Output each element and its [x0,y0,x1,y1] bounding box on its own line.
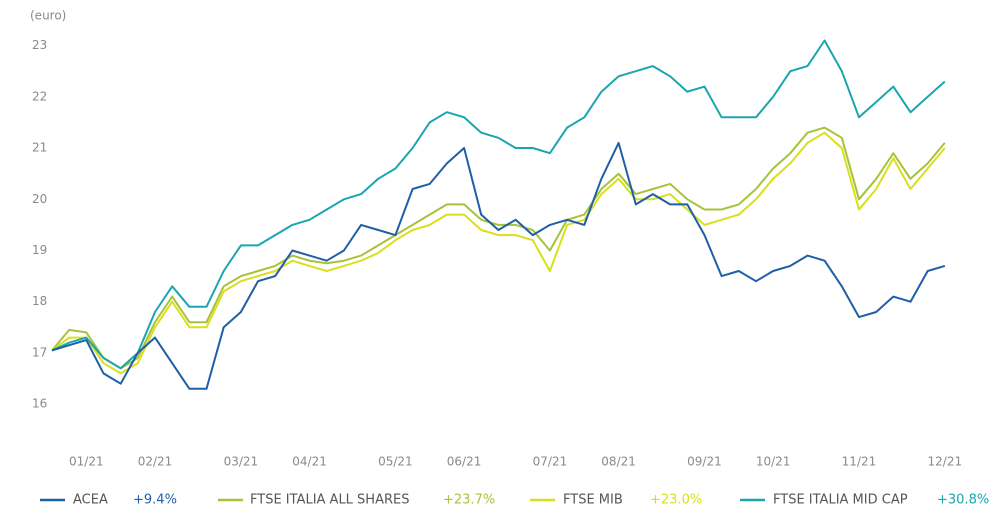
x-tick-label: 11/21 [842,455,877,469]
series-line [51,126,946,370]
x-tick-label: 03/21 [224,455,259,469]
y-tick-label: 23 [32,38,47,52]
legend-change: +23.0% [650,493,702,508]
y-tick-label: 20 [32,192,47,206]
legend-label: ACEA [73,493,108,508]
y-tick-label: 18 [32,294,47,308]
x-tick-label: 02/21 [138,455,173,469]
x-tick-label: 08/21 [601,455,636,469]
y-tick-label: 22 [32,89,47,103]
x-tick-label: 05/21 [378,455,413,469]
series-line [51,131,946,375]
legend-change: +9.4% [133,493,177,508]
x-tick-label: 07/21 [533,455,568,469]
y-tick-label: 19 [32,243,47,257]
x-tick-label: 01/21 [69,455,104,469]
series-line [51,39,946,370]
legend-label: FTSE ITALIA MID CAP [773,493,908,508]
y-tick-label: 17 [32,345,47,359]
y-tick-label: 21 [32,141,47,155]
x-tick-label: 06/21 [447,455,482,469]
y-axis-unit: (euro) [30,9,66,23]
legend-change: +30.8% [937,493,989,508]
x-tick-label: 04/21 [292,455,327,469]
y-tick-label: 16 [32,397,47,411]
x-tick-label: 09/21 [687,455,722,469]
series-line [51,141,946,390]
legend-change: +23.7% [443,493,495,508]
x-tick-label: 12/21 [928,455,963,469]
legend-label: FTSE MIB [563,493,623,508]
legend-label: FTSE ITALIA ALL SHARES [250,493,409,508]
x-tick-label: 10/21 [756,455,791,469]
